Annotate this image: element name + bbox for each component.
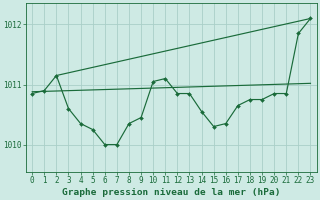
X-axis label: Graphe pression niveau de la mer (hPa): Graphe pression niveau de la mer (hPa) xyxy=(62,188,281,197)
